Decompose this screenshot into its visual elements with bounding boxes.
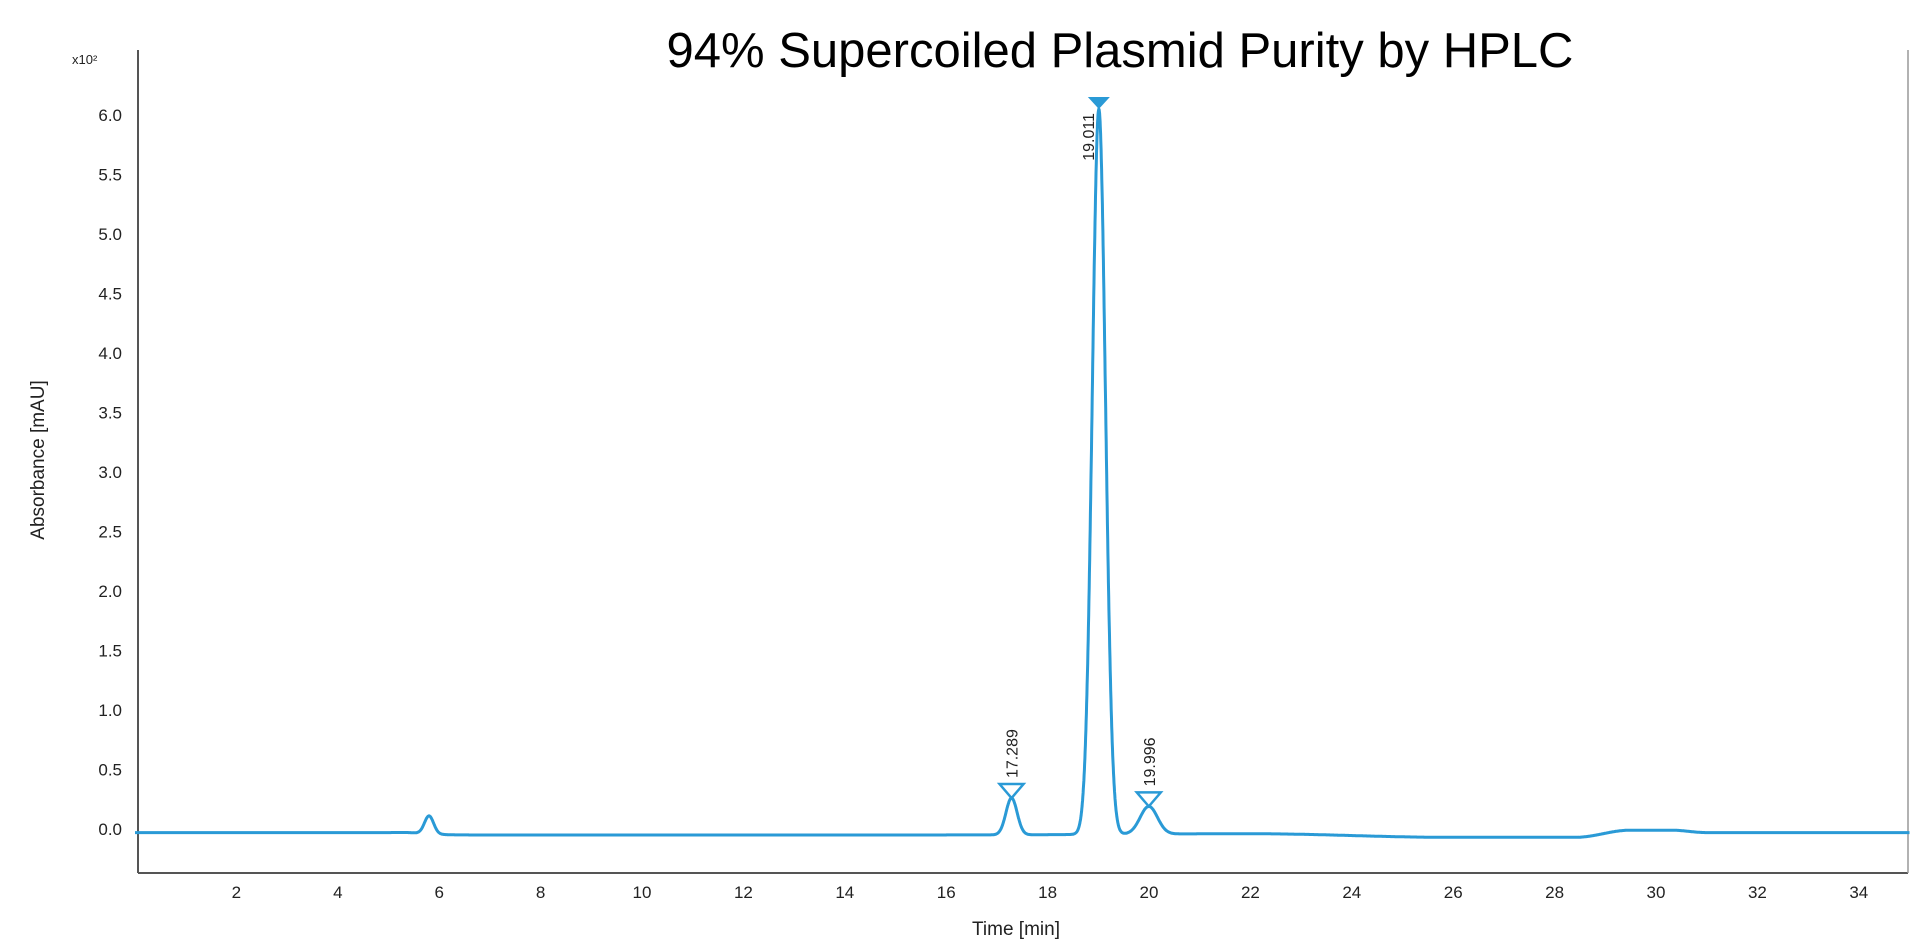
x-tick-label: 2 xyxy=(232,883,241,902)
y-tick-label: 3.5 xyxy=(98,404,122,423)
x-tick-label: 10 xyxy=(633,883,652,902)
x-tick-label: 6 xyxy=(434,883,443,902)
y-tick-label: 5.0 xyxy=(98,225,122,244)
x-tick-label: 20 xyxy=(1140,883,1159,902)
peak-marker-open xyxy=(996,782,1027,800)
x-tick-label: 12 xyxy=(734,883,753,902)
peak-marker-open xyxy=(1134,791,1164,809)
y-tick-label: 0.5 xyxy=(98,761,122,780)
y-tick-label: 4.5 xyxy=(98,285,122,304)
x-tick-label: 22 xyxy=(1241,883,1260,902)
chart-title: 94% Supercoiled Plasmid Purity by HPLC xyxy=(667,24,1574,78)
y-tick-label: 4.0 xyxy=(98,344,122,363)
y-tick-label: 6.0 xyxy=(98,106,122,125)
x-tick-label: 34 xyxy=(1849,883,1868,902)
x-tick-label: 32 xyxy=(1748,883,1767,902)
x-tick-label: 24 xyxy=(1342,883,1361,902)
x-tick-label: 14 xyxy=(835,883,854,902)
y-tick-label: 1.0 xyxy=(98,701,122,720)
y-axis-label: Absorbance [mAU] xyxy=(28,380,49,539)
y-tick-label: 3.0 xyxy=(98,463,122,482)
y-tick-label: 5.5 xyxy=(98,166,122,185)
x-axis-label: Time [min] xyxy=(972,919,1060,940)
x-tick-label: 28 xyxy=(1545,883,1564,902)
x-tick-label: 30 xyxy=(1647,883,1666,902)
peak-label: 19.996 xyxy=(1142,737,1159,786)
x-tick-label: 8 xyxy=(536,883,545,902)
y-tick-label: 0.0 xyxy=(98,820,122,839)
y-tick-label: 1.5 xyxy=(98,642,122,661)
peak-label: 17.289 xyxy=(1005,729,1022,778)
y-multiplier-label: x10² xyxy=(72,52,98,67)
x-tick-label: 16 xyxy=(937,883,956,902)
x-tick-label: 18 xyxy=(1038,883,1057,902)
x-tick-label: 26 xyxy=(1444,883,1463,902)
peak-marker-filled xyxy=(1087,97,1110,110)
x-tick-label: 4 xyxy=(333,883,342,902)
chromatogram-trace xyxy=(135,106,1910,839)
peak-label: 19.011 xyxy=(1081,113,1098,161)
y-tick-label: 2.5 xyxy=(98,523,122,542)
y-tick-label: 2.0 xyxy=(98,582,122,601)
